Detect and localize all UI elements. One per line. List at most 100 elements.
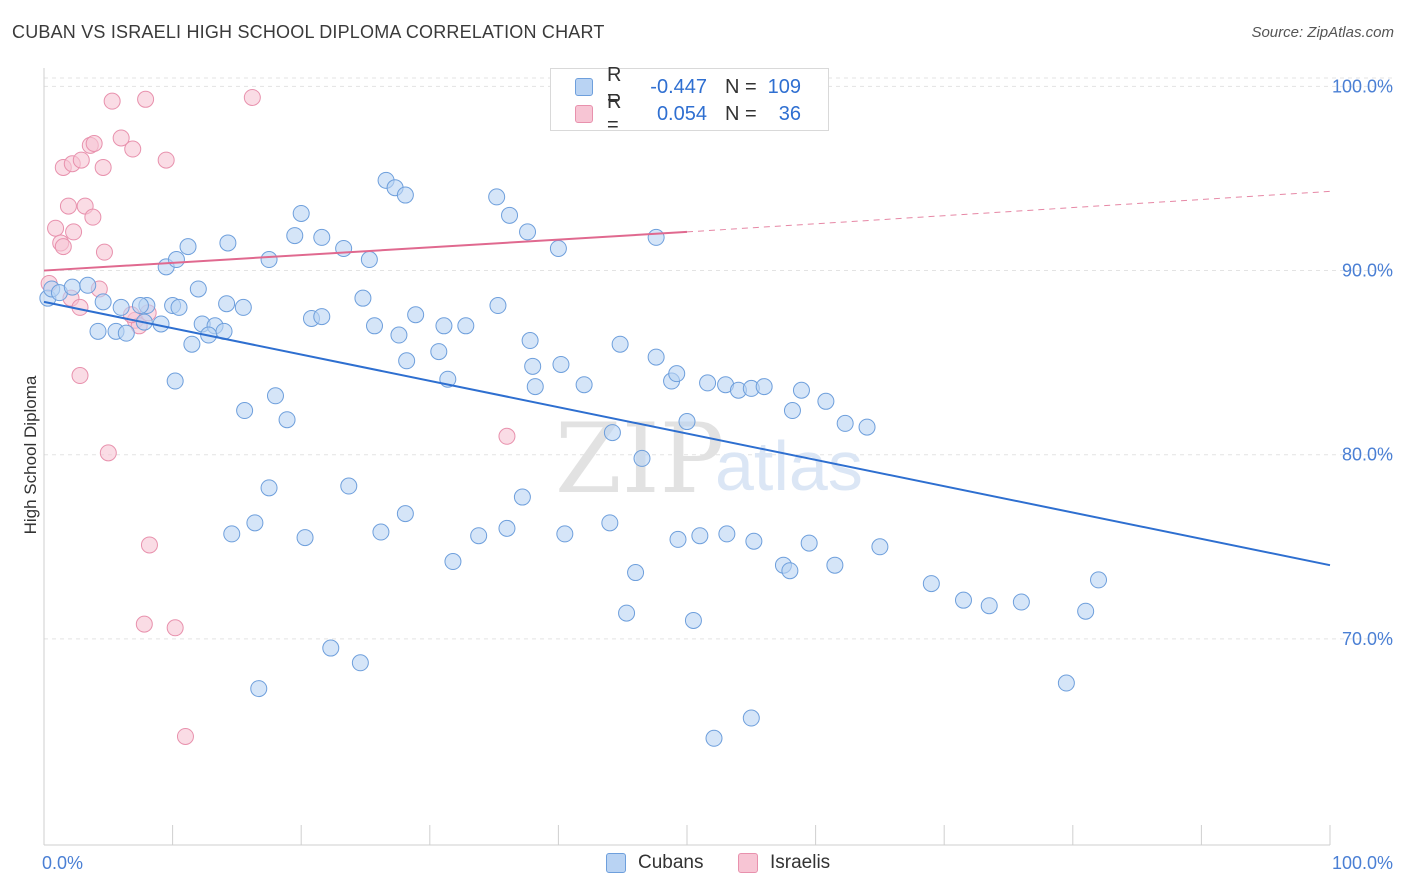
cuban-point — [684, 611, 702, 629]
cuban-point — [705, 729, 723, 747]
cuban-point — [183, 335, 201, 353]
legend-swatch-cubans — [606, 853, 626, 873]
cuban-point — [296, 529, 314, 547]
cuban-point — [871, 538, 889, 556]
legend-n-label: N = — [725, 75, 757, 98]
cuban-point — [313, 228, 331, 246]
cuban-point — [611, 335, 629, 353]
legend-label-israelis: Israelis — [770, 852, 831, 873]
cuban-point — [246, 514, 264, 532]
x-tick-label: 100.0% — [1332, 853, 1393, 873]
cuban-point — [470, 527, 488, 545]
cuban-point — [223, 525, 241, 543]
cuban-point — [236, 402, 254, 420]
legend-r-value-israelis: 0.054 — [656, 102, 707, 125]
cuban-point — [549, 239, 567, 257]
cuban-point — [922, 575, 940, 593]
cuban-point — [601, 514, 619, 532]
trendlines — [43, 190, 1331, 567]
israeli-point — [243, 88, 261, 106]
israeli-point — [94, 158, 112, 176]
legend-n-label: N = — [725, 102, 757, 125]
israeli-point — [85, 135, 103, 152]
source-credit: Source: ZipAtlas.com — [1251, 24, 1394, 41]
legend-item-cubans[interactable]: Cubans — [606, 852, 704, 874]
cuban-point — [647, 228, 665, 246]
cuban-point — [340, 477, 358, 495]
cuban-point — [781, 562, 799, 580]
y-tick-label: 100.0% — [1332, 76, 1393, 96]
cuban-point — [501, 206, 519, 224]
cuban-point — [170, 298, 188, 316]
cuban-point — [552, 355, 570, 373]
cuban-point — [647, 348, 665, 366]
cuban-point — [407, 306, 425, 324]
cuban-point — [219, 234, 237, 252]
correlation-legend: R = -0.447 N = 109 R = 0.054 N = 36 — [550, 64, 829, 136]
cuban-point — [633, 449, 651, 467]
israeli-point — [95, 243, 113, 261]
israeli-point — [47, 219, 65, 237]
cuban-point — [627, 564, 645, 582]
israeli-point — [54, 238, 72, 256]
cuban-point — [618, 604, 636, 622]
cuban-point — [489, 297, 507, 315]
cuban-point — [783, 402, 801, 420]
israeli-point — [166, 619, 184, 637]
israeli-point — [65, 223, 83, 241]
cuban-point — [498, 519, 516, 537]
legend-swatch-israelis — [738, 853, 758, 873]
cubans-trendline — [43, 300, 1331, 567]
cuban-point — [189, 280, 207, 298]
cuban-point — [351, 654, 369, 672]
series-legend: Cubans Israelis — [0, 852, 1406, 878]
cuban-point — [396, 505, 414, 523]
cuban-point — [63, 278, 81, 296]
y-tick-label: 90.0% — [1342, 261, 1393, 281]
cuban-point — [817, 392, 835, 410]
y-tick-label: 70.0% — [1342, 629, 1393, 649]
israeli-point — [124, 140, 142, 158]
cuban-point — [699, 374, 717, 392]
israeli-point — [72, 151, 90, 169]
cuban-point — [718, 525, 736, 543]
cuban-point — [179, 238, 197, 256]
cuban-point — [234, 298, 252, 316]
cuban-point — [792, 381, 810, 399]
cuban-point — [691, 527, 709, 545]
cuban-point — [335, 239, 353, 257]
cuban-point — [396, 186, 414, 204]
legend-r-label: R = — [607, 91, 622, 136]
cuban-point — [742, 709, 760, 727]
cuban-point — [260, 479, 278, 497]
cuban-point — [250, 680, 268, 698]
cuban-point — [79, 276, 97, 294]
israeli-point — [137, 90, 155, 108]
cuban-point — [117, 324, 135, 342]
cuban-point — [800, 534, 818, 552]
cuban-point — [390, 326, 408, 344]
cuban-point — [858, 418, 876, 436]
gridlines — [44, 77, 1392, 640]
cuban-point — [457, 317, 475, 335]
legend-n-value-israelis: 36 — [778, 102, 801, 125]
cuban-point — [668, 365, 686, 383]
legend-item-israelis[interactable]: Israelis — [738, 852, 830, 874]
cuban-point — [826, 556, 844, 574]
cuban-point — [836, 414, 854, 432]
cuban-point — [430, 343, 448, 361]
cuban-point — [513, 488, 531, 506]
cuban-point — [94, 293, 112, 311]
cuban-point — [435, 317, 453, 335]
israeli-point — [71, 367, 89, 385]
cuban-point — [360, 251, 378, 269]
israeli-point — [498, 427, 516, 445]
cuban-point — [292, 204, 310, 222]
israelis-trendline — [43, 230, 688, 272]
cuban-point — [521, 332, 539, 350]
cuban-point — [1077, 602, 1095, 620]
israeli-point — [157, 151, 175, 169]
cuban-point — [519, 223, 537, 241]
cuban-point — [260, 251, 278, 269]
